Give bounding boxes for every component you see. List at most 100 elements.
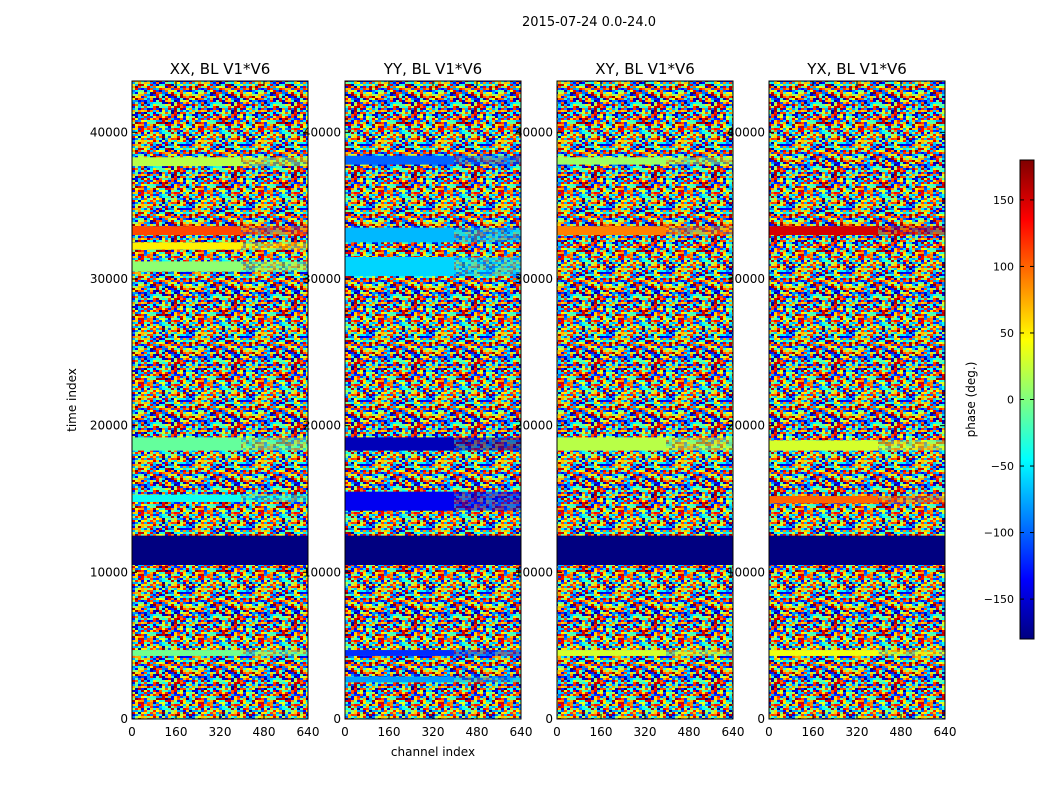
phase-band-fade	[878, 226, 945, 235]
x-axis-label: channel index	[391, 745, 475, 759]
phase-band	[132, 242, 242, 250]
phase-band-fade	[241, 157, 308, 167]
y-tick-label: 0	[120, 712, 128, 726]
phase-band-fade	[878, 650, 945, 656]
colorbar-label: phase (deg.)	[964, 362, 978, 438]
panel-title: XX, BL V1*V6	[170, 60, 271, 78]
y-tick-label: 10000	[727, 565, 765, 579]
heatmap-panel: XX, BL V1*V6 0 160 320 480 640 0 10000 20000 3000…	[65, 60, 319, 739]
phase-noise-field	[132, 81, 308, 719]
masked-time-block	[557, 535, 733, 565]
y-tick-label: 30000	[90, 272, 128, 286]
phase-band-fade	[666, 650, 733, 656]
colorbar-tick-label: 50	[1000, 327, 1014, 340]
phase-band	[132, 226, 242, 235]
phase-band-fade	[878, 496, 945, 504]
colorbar: 150 100 50 0 −50 −100 −150 phase (deg.)	[964, 159, 1035, 640]
phase-band	[769, 496, 879, 504]
phase-band-fade	[454, 227, 521, 243]
y-tick-label: 10000	[303, 565, 341, 579]
panel-title: YY, BL V1*V6	[383, 60, 482, 78]
x-tick-label: 160	[590, 725, 613, 739]
masked-time-block	[132, 535, 308, 565]
phase-band-fade	[241, 226, 308, 235]
colorbar-tick-label: −50	[991, 460, 1014, 473]
phase-band-fade	[454, 491, 521, 511]
x-tick-label: 320	[422, 725, 445, 739]
y-tick-label: 30000	[303, 272, 341, 286]
x-tick-label: 160	[802, 725, 825, 739]
x-tick-label: 160	[378, 725, 401, 739]
y-tick-label: 40000	[90, 125, 128, 139]
x-tick-label: 640	[722, 725, 745, 739]
phase-band	[132, 437, 242, 451]
phase-band	[345, 676, 455, 683]
x-tick-label: 320	[209, 725, 232, 739]
x-tick-label: 320	[846, 725, 869, 739]
phase-band-fade	[454, 257, 521, 277]
phase-noise-field	[769, 81, 945, 719]
x-tick-label: 0	[341, 725, 349, 739]
masked-time-block	[345, 535, 521, 565]
phase-band	[345, 227, 455, 243]
y-tick-label: 10000	[90, 565, 128, 579]
colorbar-tick-label: 150	[993, 194, 1014, 207]
x-tick-label: 0	[128, 725, 136, 739]
phase-band-fade	[241, 242, 308, 250]
phase-band	[345, 491, 455, 511]
phase-band-fade	[666, 226, 733, 235]
phase-band	[345, 257, 455, 277]
y-tick-label: 20000	[90, 419, 128, 433]
phase-band	[345, 155, 455, 165]
y-tick-label: 10000	[515, 565, 553, 579]
phase-band	[769, 650, 879, 656]
x-tick-label: 640	[297, 725, 320, 739]
phase-band	[557, 437, 667, 451]
y-tick-label: 20000	[727, 419, 765, 433]
x-tick-label: 640	[510, 725, 533, 739]
panel-title: YX, BL V1*V6	[806, 60, 907, 78]
phase-band	[345, 650, 455, 656]
phase-band-fade	[241, 261, 308, 272]
y-axis-label: time index	[65, 368, 79, 432]
y-tick-label: 30000	[727, 272, 765, 286]
x-tick-label: 480	[466, 725, 489, 739]
heatmap-panel: YX, BL V1*V6 0 160 320 480 640 0 10000 20000 3000…	[727, 60, 957, 739]
masked-time-block	[769, 535, 945, 565]
phase-band-fade	[454, 650, 521, 656]
phase-band-fade	[454, 155, 521, 165]
y-tick-label: 40000	[303, 125, 341, 139]
phase-band-fade	[454, 676, 521, 683]
phase-band-fade	[666, 157, 733, 165]
y-tick-label: 40000	[515, 125, 553, 139]
x-tick-label: 160	[165, 725, 188, 739]
x-tick-label: 480	[890, 725, 913, 739]
y-tick-label: 0	[545, 712, 553, 726]
phase-noise-field	[345, 81, 521, 719]
phase-band-fade	[241, 437, 308, 451]
x-tick-label: 320	[634, 725, 657, 739]
phase-noise-field	[557, 81, 733, 719]
phase-band-fade	[666, 437, 733, 451]
phase-band	[132, 261, 242, 272]
phase-band	[132, 494, 242, 502]
y-tick-label: 20000	[515, 419, 553, 433]
phase-band	[557, 226, 667, 235]
x-tick-label: 0	[553, 725, 561, 739]
panels: XX, BL V1*V6 0 160 320 480 640 0 10000 20000 3000…	[65, 60, 956, 759]
phase-band	[769, 226, 879, 235]
y-tick-label: 20000	[303, 419, 341, 433]
y-tick-label: 30000	[515, 272, 553, 286]
y-tick-label: 0	[333, 712, 341, 726]
x-tick-label: 640	[934, 725, 957, 739]
phase-band	[769, 440, 879, 451]
panel-title: XY, BL V1*V6	[595, 60, 695, 78]
colorbar-tick-label: −100	[984, 527, 1014, 540]
phase-band	[557, 650, 667, 656]
y-tick-label: 40000	[727, 125, 765, 139]
phase-band-fade	[454, 437, 521, 451]
figure-title: 2015-07-24 0.0-24.0	[522, 15, 656, 30]
phase-band	[345, 437, 455, 451]
phase-band	[132, 650, 242, 656]
